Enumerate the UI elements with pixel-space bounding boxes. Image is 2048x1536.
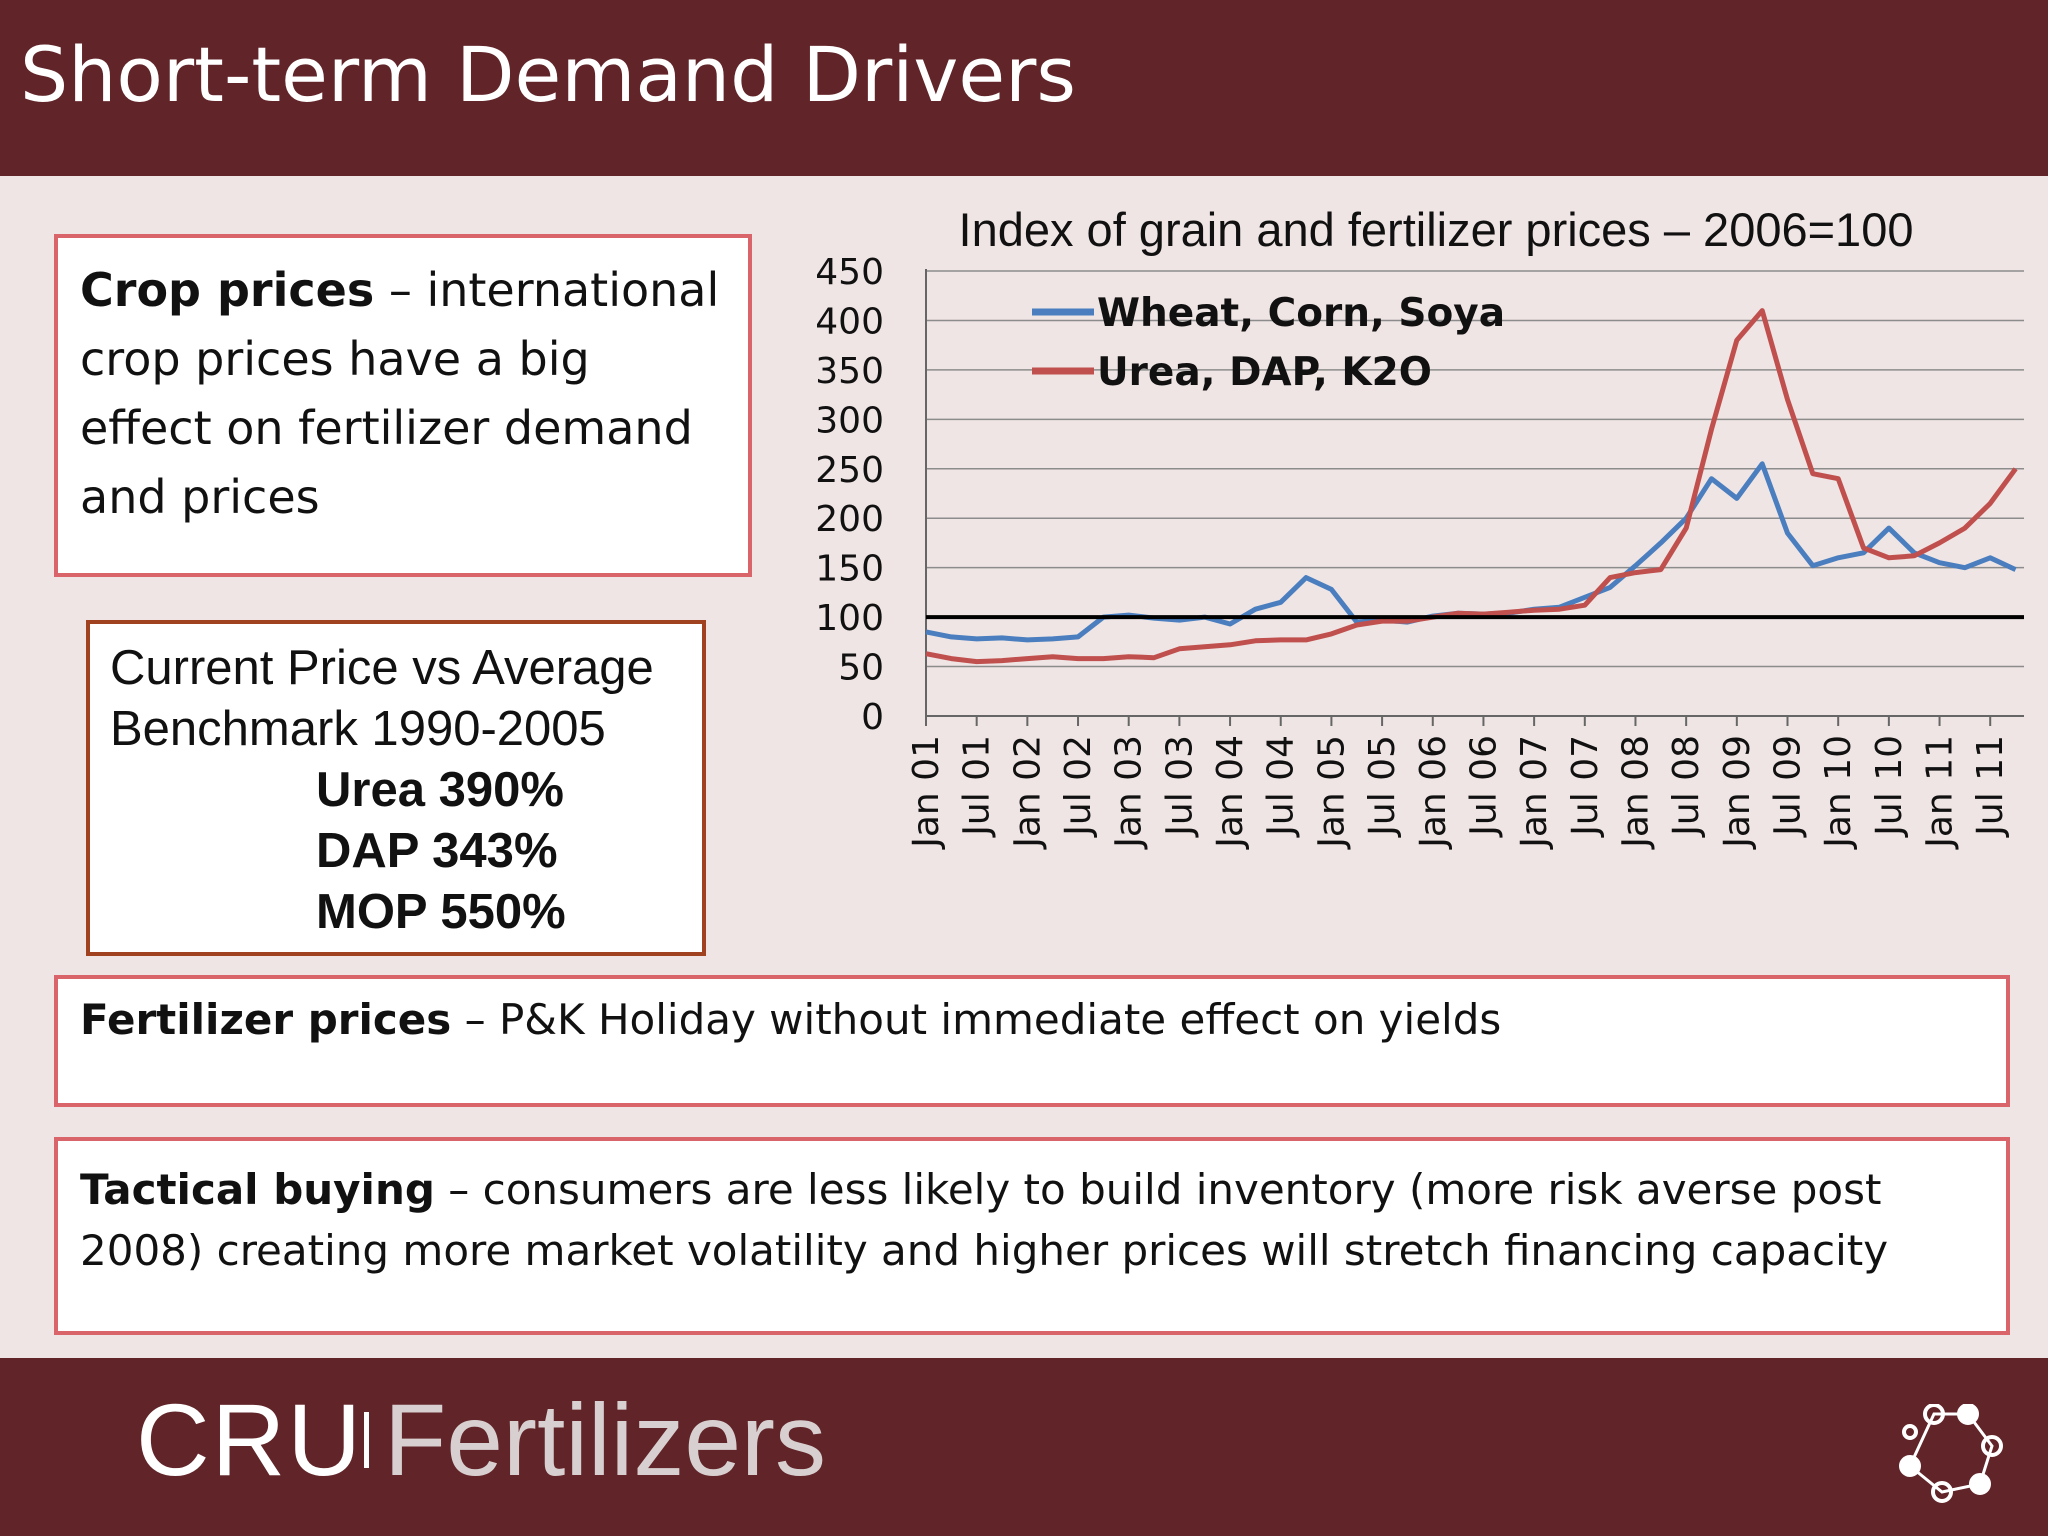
x-tick-label: Jul 11	[1970, 735, 2011, 838]
brand-cru: CRU	[136, 1383, 363, 1497]
crop-prices-text: Crop prices – international crop prices …	[80, 256, 726, 532]
page-title: Short-term Demand Drivers	[20, 30, 1076, 119]
x-tick-label: Jan 04	[1210, 735, 1251, 850]
x-tick-label: Jul 02	[1058, 735, 1099, 838]
benchmark-mop: MOP 550%	[316, 885, 566, 939]
series-line-2	[925, 308, 2018, 665]
tactical-buying-text: Tactical buying – consumers are less lik…	[80, 1159, 1984, 1281]
crop-prices-description: – international crop prices have a big e…	[80, 263, 720, 524]
price-index-chart: Index of grain and fertilizer prices – 2…	[815, 203, 2024, 850]
x-tick-label: Jul 07	[1565, 735, 1606, 838]
x-tick-label: Jul 04	[1261, 735, 1302, 838]
x-tick-label: Jul 10	[1869, 735, 1910, 838]
benchmark-dap: DAP 343%	[316, 824, 558, 878]
x-tick-label: Jan 01	[906, 735, 947, 850]
crop-prices-box: Crop prices – international crop prices …	[54, 234, 752, 577]
x-tick-label: Jan 09	[1717, 735, 1758, 850]
tactical-buying-box: Tactical buying – consumers are less lik…	[54, 1137, 2010, 1335]
chart-title: Index of grain and fertilizer prices – 2…	[959, 203, 1914, 256]
brand-separator	[364, 1412, 369, 1468]
y-tick-label: 350	[815, 351, 884, 392]
x-tick-label: Jan 10	[1818, 735, 1859, 850]
x-tick-label: Jan 02	[1007, 735, 1048, 850]
y-tick-label: 300	[815, 400, 884, 441]
tactical-buying-description: – consumers are less likely to build inv…	[80, 1165, 1889, 1275]
y-tick-label: 0	[861, 697, 884, 738]
fertilizer-prices-heading: Fertilizer prices	[80, 995, 452, 1044]
x-tick-label: Jan 03	[1109, 735, 1150, 850]
benchmark-urea: Urea 390%	[316, 763, 564, 817]
header-bar: Short-term Demand Drivers	[0, 0, 2048, 176]
x-tick-label: Jan 08	[1615, 735, 1656, 850]
footer-bar: CRU Fertilizers	[0, 1358, 2048, 1536]
legend-label-1: Wheat, Corn, Soya	[1097, 291, 1505, 336]
y-tick-label: 400	[815, 301, 884, 342]
legend-label-2: Urea, DAP, K2O	[1097, 350, 1432, 395]
benchmark-box: Current Price vs Average Benchmark 1990-…	[86, 620, 706, 956]
y-tick-label: 200	[815, 499, 884, 540]
y-tick-label: 250	[815, 450, 884, 491]
fertilizer-prices-text: Fertilizer prices – P&K Holiday without …	[80, 993, 1984, 1047]
x-tick-label: Jan 07	[1514, 735, 1555, 850]
x-tick-label: Jul 03	[1159, 735, 1200, 838]
y-tick-label: 150	[815, 549, 884, 590]
brand-fertilizers: Fertilizers	[384, 1383, 827, 1497]
fertilizer-prices-box: Fertilizer prices – P&K Holiday without …	[54, 975, 2010, 1107]
y-tick-label: 100	[815, 598, 884, 639]
crop-prices-heading: Crop prices	[80, 263, 375, 317]
benchmark-heading-line2: Benchmark 1990-2005	[110, 702, 606, 756]
benchmark-heading-line1: Current Price vs Average	[110, 641, 654, 695]
x-tick-label: Jan 06	[1413, 735, 1454, 850]
x-tick-label: Jul 06	[1463, 735, 1504, 838]
x-tick-label: Jul 05	[1362, 735, 1403, 838]
x-tick-label: Jul 08	[1666, 735, 1707, 838]
tactical-buying-heading: Tactical buying	[80, 1165, 435, 1214]
x-tick-label: Jan 11	[1920, 735, 1961, 850]
y-tick-label: 450	[815, 252, 884, 293]
x-tick-label: Jul 01	[957, 735, 998, 838]
y-tick-label: 50	[838, 648, 884, 689]
x-tick-label: Jul 09	[1768, 735, 1809, 838]
ring-of-circles-icon	[1899, 1404, 2003, 1503]
fertilizer-prices-description: – P&K Holiday without immediate effect o…	[451, 995, 1502, 1044]
x-tick-label: Jan 05	[1311, 735, 1352, 850]
